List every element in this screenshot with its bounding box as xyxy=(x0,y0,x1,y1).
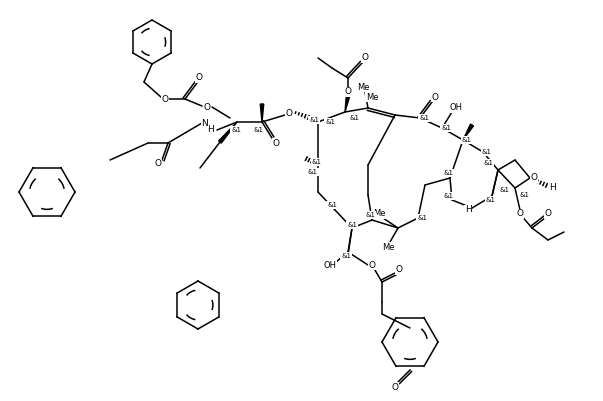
Text: O: O xyxy=(162,95,168,103)
Text: &1: &1 xyxy=(347,222,357,228)
Text: O: O xyxy=(195,73,203,83)
Text: &1: &1 xyxy=(309,117,319,123)
Text: &1: &1 xyxy=(444,170,454,176)
Text: OH: OH xyxy=(449,103,463,113)
Text: O: O xyxy=(368,261,376,269)
Text: OH: OH xyxy=(323,261,336,269)
Polygon shape xyxy=(260,104,264,122)
Text: Me: Me xyxy=(366,93,378,101)
Text: O: O xyxy=(273,138,280,148)
Text: O: O xyxy=(344,87,352,97)
Text: &1: &1 xyxy=(519,192,529,198)
Text: &1: &1 xyxy=(486,197,496,203)
Text: &1: &1 xyxy=(232,127,242,133)
Text: O: O xyxy=(432,93,438,101)
Text: O: O xyxy=(531,174,537,182)
Text: &1: &1 xyxy=(312,159,322,165)
Text: Me: Me xyxy=(357,83,369,91)
Text: &1: &1 xyxy=(462,137,472,143)
Text: &1: &1 xyxy=(419,115,429,121)
Text: O: O xyxy=(154,160,162,168)
Text: &1: &1 xyxy=(327,202,337,208)
Polygon shape xyxy=(219,122,237,143)
Text: O: O xyxy=(396,265,402,275)
Text: O: O xyxy=(391,383,399,391)
Text: O: O xyxy=(362,53,368,63)
Text: O: O xyxy=(517,209,523,219)
Text: &1: &1 xyxy=(231,127,241,133)
Text: &1: &1 xyxy=(365,212,375,218)
Text: O: O xyxy=(203,103,210,111)
Text: H: H xyxy=(207,126,213,134)
Text: O: O xyxy=(545,209,552,219)
Text: &1: &1 xyxy=(253,127,263,133)
Text: H: H xyxy=(549,184,555,192)
Text: &1: &1 xyxy=(482,149,492,155)
Text: Me: Me xyxy=(382,243,394,251)
Text: &1: &1 xyxy=(441,125,451,131)
Polygon shape xyxy=(463,124,473,140)
Text: &1: &1 xyxy=(350,115,360,121)
Text: &1: &1 xyxy=(499,187,509,193)
Text: &1: &1 xyxy=(417,215,427,221)
Text: &1: &1 xyxy=(308,169,318,175)
Text: Me: Me xyxy=(373,209,385,219)
Text: &1: &1 xyxy=(341,253,351,259)
Polygon shape xyxy=(345,96,350,112)
Text: N: N xyxy=(201,119,209,128)
Text: &1: &1 xyxy=(325,119,335,125)
Text: &1: &1 xyxy=(483,160,493,166)
Text: O: O xyxy=(285,109,292,117)
Text: H: H xyxy=(465,205,472,215)
Text: &1: &1 xyxy=(444,193,454,199)
